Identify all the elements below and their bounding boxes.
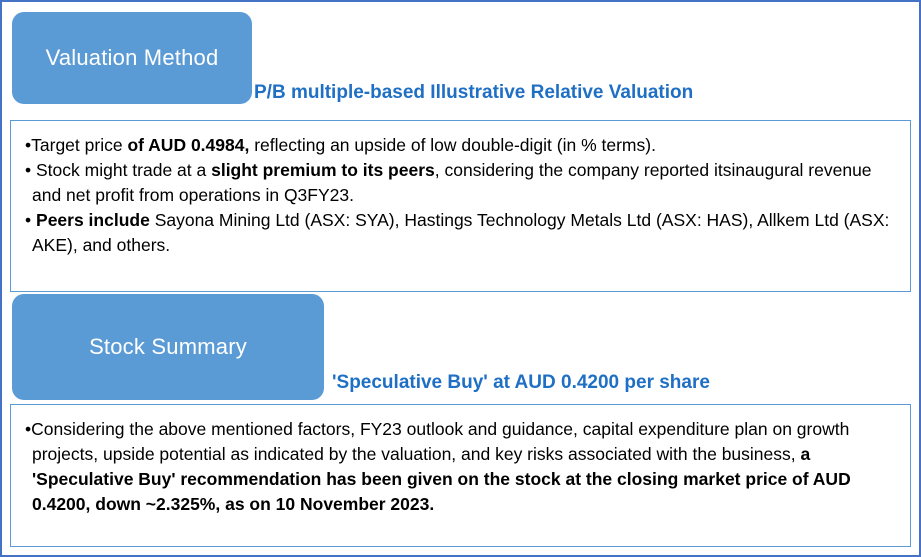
- text-segment: Stock might trade at a: [31, 160, 212, 180]
- bullet-peers-list: • Peers include Sayona Mining Ltd (ASX: …: [25, 208, 896, 258]
- bullet-recommendation: •Considering the above mentioned factors…: [25, 417, 896, 517]
- bullet-target-price: •Target price of AUD 0.4984, reflecting …: [25, 133, 896, 158]
- bold-text-segment: Peers include: [36, 210, 150, 230]
- stock-summary-heading: 'Speculative Buy' at AUD 0.4200 per shar…: [332, 372, 710, 393]
- bullet-peer-premium: • Stock might trade at a slight premium …: [25, 158, 896, 208]
- stock-summary-tab-label: Stock Summary: [89, 334, 247, 359]
- bullet-icon: •: [25, 419, 32, 439]
- stock-summary-details-box: •Considering the above mentioned factors…: [10, 404, 911, 547]
- bold-text-segment: slight premium to its peers: [211, 160, 435, 180]
- valuation-method-tab-label: Valuation Method: [45, 45, 219, 70]
- text-segment: reflecting an upside of low double-digit…: [249, 135, 656, 155]
- valuation-method-details-box: •Target price of AUD 0.4984, reflecting …: [10, 120, 911, 292]
- bullet-icon: •: [25, 210, 32, 230]
- valuation-method-heading: P/B multiple-based Illustrative Relative…: [254, 82, 694, 103]
- bold-text-segment: a 'Speculative Buy' recommendation has b…: [32, 444, 851, 514]
- text-segment: Target price: [31, 135, 128, 155]
- stock-summary-tab: Stock Summary: [12, 294, 324, 400]
- text-segment: Considering the above mentioned factors,…: [31, 419, 850, 464]
- bold-text-segment: of AUD 0.4984,: [127, 135, 250, 155]
- bullet-icon: •: [25, 160, 32, 180]
- bullet-icon: •: [25, 135, 32, 155]
- valuation-method-tab: Valuation Method: [12, 12, 252, 104]
- text-segment: Sayona Mining Ltd (ASX: SYA), Hastings T…: [32, 210, 890, 255]
- text-segment: , considering the company reported itsin…: [32, 160, 872, 205]
